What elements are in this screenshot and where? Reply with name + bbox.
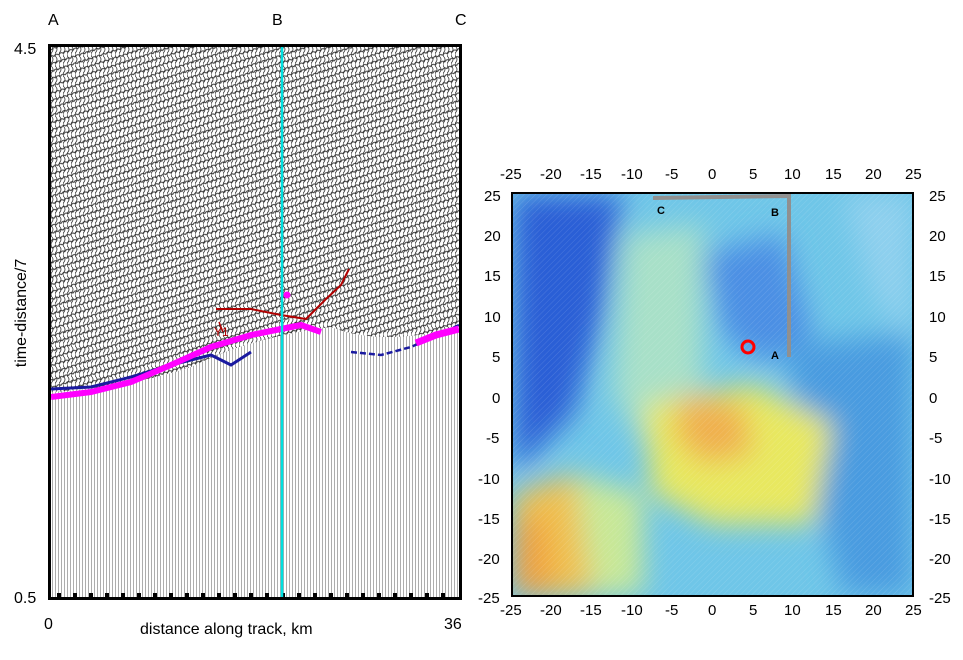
x-tick: -10 bbox=[621, 602, 643, 619]
y-tick: -15 bbox=[929, 511, 951, 528]
y-tick: 0 bbox=[929, 390, 938, 407]
x-tick: 0 bbox=[708, 166, 717, 183]
y-tick: -5 bbox=[486, 430, 500, 447]
seismic-plot: Y1 bbox=[51, 47, 459, 597]
track-label-b: B bbox=[771, 207, 779, 219]
y-tick: 10 bbox=[484, 309, 501, 326]
x-tick: 10 bbox=[784, 602, 801, 619]
y-tick: -25 bbox=[929, 590, 951, 607]
x-tick: 0 bbox=[708, 602, 717, 619]
x-axis-left-value: 0 bbox=[44, 616, 53, 633]
x-tick: -15 bbox=[580, 166, 602, 183]
x-tick: 20 bbox=[865, 602, 882, 619]
y-tick: 20 bbox=[484, 228, 501, 245]
survey-track bbox=[652, 194, 791, 357]
x-tick: -25 bbox=[500, 602, 522, 619]
y-tick: 15 bbox=[484, 268, 501, 285]
x-tick: -5 bbox=[665, 166, 679, 183]
track-label-c: C bbox=[657, 205, 665, 217]
y-tick: -20 bbox=[478, 551, 500, 568]
bathymetry-map: A B C bbox=[511, 192, 914, 597]
y-axis-label: time-distance/7 bbox=[13, 258, 30, 368]
site-marker bbox=[740, 339, 756, 355]
x-tick: -25 bbox=[500, 166, 522, 183]
seismic-section: Y1 bbox=[48, 44, 462, 600]
x-tick: 15 bbox=[825, 602, 842, 619]
x-tick: -10 bbox=[621, 166, 643, 183]
magenta-horizon-left bbox=[51, 321, 322, 400]
blue-horizon-right bbox=[350, 323, 459, 357]
track-label-a: A bbox=[771, 350, 779, 362]
x-tick: 10 bbox=[784, 166, 801, 183]
y-tick: 5 bbox=[492, 349, 501, 366]
y-tick: 15 bbox=[929, 268, 946, 285]
dipping-reflectors bbox=[51, 47, 459, 392]
magenta-point bbox=[283, 291, 291, 299]
x-tick: 25 bbox=[905, 602, 922, 619]
x-tick: 15 bbox=[825, 166, 842, 183]
y-tick: 10 bbox=[929, 309, 946, 326]
x-tick: 5 bbox=[749, 166, 758, 183]
y1-leader bbox=[218, 321, 224, 333]
y-tick: -25 bbox=[478, 590, 500, 607]
x-tick: 25 bbox=[905, 166, 922, 183]
red-interpretation-line bbox=[216, 268, 350, 321]
x-tick: -20 bbox=[540, 166, 562, 183]
x-tick: 5 bbox=[749, 602, 758, 619]
x-tick: -15 bbox=[580, 602, 602, 619]
profile-label-a: A bbox=[48, 12, 59, 29]
y-tick: -5 bbox=[929, 430, 943, 447]
x-tick: -20 bbox=[540, 602, 562, 619]
y-tick: 25 bbox=[484, 188, 501, 205]
y-axis-bottom-value: 0.5 bbox=[14, 590, 37, 607]
x-tick: -5 bbox=[665, 602, 679, 619]
bathymetry-plot: A B C bbox=[513, 194, 912, 595]
y-tick: 5 bbox=[929, 349, 938, 366]
y-axis-top-value: 4.5 bbox=[14, 41, 37, 58]
x-axis-right-value: 36 bbox=[444, 616, 462, 633]
y1-annotation: Y1 bbox=[214, 325, 229, 339]
y-tick: -20 bbox=[929, 551, 951, 568]
y-tick: -10 bbox=[478, 471, 500, 488]
magenta-horizon-right bbox=[414, 325, 459, 347]
profile-label-b: B bbox=[272, 12, 283, 29]
y-tick: 25 bbox=[929, 188, 946, 205]
lower-traces bbox=[51, 327, 459, 597]
x-axis-label: distance along track, km bbox=[140, 621, 313, 638]
y-tick: -10 bbox=[929, 471, 951, 488]
y-tick: 20 bbox=[929, 228, 946, 245]
y-tick: 0 bbox=[492, 390, 501, 407]
profile-label-c: C bbox=[455, 12, 467, 29]
y-tick: -15 bbox=[478, 511, 500, 528]
x-tick: 20 bbox=[865, 166, 882, 183]
